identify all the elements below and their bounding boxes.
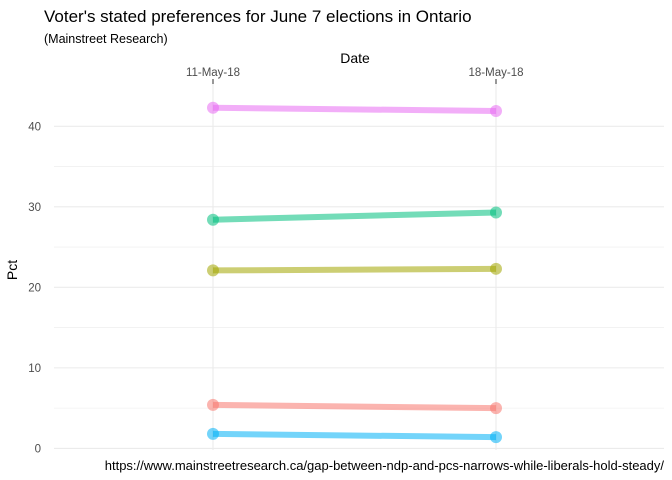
data-point — [490, 262, 502, 275]
data-point — [207, 101, 219, 114]
y-tick-label: 10 — [28, 363, 41, 375]
x-tick-label: 18-May-18 — [469, 67, 524, 79]
chart-subtitle: (Mainstreet Research) — [44, 32, 168, 46]
x-axis-title: Date — [340, 50, 370, 66]
y-axis-title: Pct — [4, 260, 20, 280]
source-caption: https://www.mainstreetresearch.ca/gap-be… — [105, 458, 665, 473]
series-line — [212, 209, 497, 223]
series-lines — [207, 101, 502, 444]
x-axis: 11-May-18 18-May-18 — [186, 67, 524, 84]
series-line — [212, 430, 497, 441]
x-tick-label: 11-May-18 — [186, 67, 240, 79]
y-axis: 0 10 20 30 40 — [28, 121, 41, 455]
data-point — [207, 264, 219, 277]
data-point — [207, 398, 219, 411]
y-tick-label: 40 — [28, 121, 41, 133]
data-point — [490, 431, 502, 444]
y-tick-label: 0 — [35, 443, 41, 455]
series-line — [212, 401, 497, 412]
data-point — [207, 213, 219, 226]
y-tick-label: 30 — [28, 202, 41, 214]
data-point — [490, 104, 502, 117]
y-tick-label: 20 — [28, 282, 41, 294]
data-point — [207, 427, 219, 440]
chart-title: Voter's stated preferences for June 7 el… — [44, 7, 472, 26]
data-point — [490, 206, 502, 219]
series-line — [212, 265, 497, 274]
data-point — [490, 402, 502, 415]
series-line — [212, 104, 497, 114]
grid-lines — [54, 82, 664, 450]
